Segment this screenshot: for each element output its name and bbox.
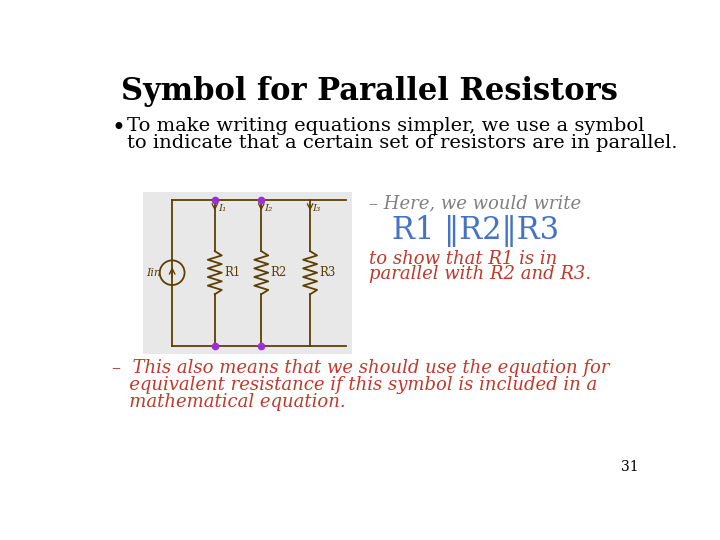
FancyBboxPatch shape	[143, 192, 352, 354]
Text: mathematical equation.: mathematical equation.	[112, 393, 346, 411]
Text: parallel with R2 and R3.: parallel with R2 and R3.	[369, 265, 591, 283]
Text: R3: R3	[320, 266, 336, 279]
Text: to indicate that a certain set of resistors are in parallel.: to indicate that a certain set of resist…	[127, 134, 678, 152]
Text: I₂: I₂	[264, 204, 273, 213]
Text: I₃: I₃	[312, 204, 320, 213]
Text: R1: R1	[224, 266, 240, 279]
Text: to show that R1 is in: to show that R1 is in	[369, 249, 557, 268]
Text: 31: 31	[621, 461, 639, 475]
Text: •: •	[112, 117, 125, 140]
Text: –  This also means that we should use the equation for: – This also means that we should use the…	[112, 359, 609, 377]
Text: Symbol for Parallel Resistors: Symbol for Parallel Resistors	[120, 76, 618, 107]
Text: To make writing equations simpler, we use a symbol: To make writing equations simpler, we us…	[127, 117, 644, 135]
Text: R1 ‖R2‖R3: R1 ‖R2‖R3	[392, 215, 559, 247]
Text: equivalent resistance if this symbol is included in a: equivalent resistance if this symbol is …	[112, 376, 597, 394]
Text: Iin: Iin	[147, 268, 161, 278]
Text: – Here, we would write: – Here, we would write	[369, 194, 581, 212]
Text: I₁: I₁	[218, 204, 226, 213]
Text: R2: R2	[271, 266, 287, 279]
